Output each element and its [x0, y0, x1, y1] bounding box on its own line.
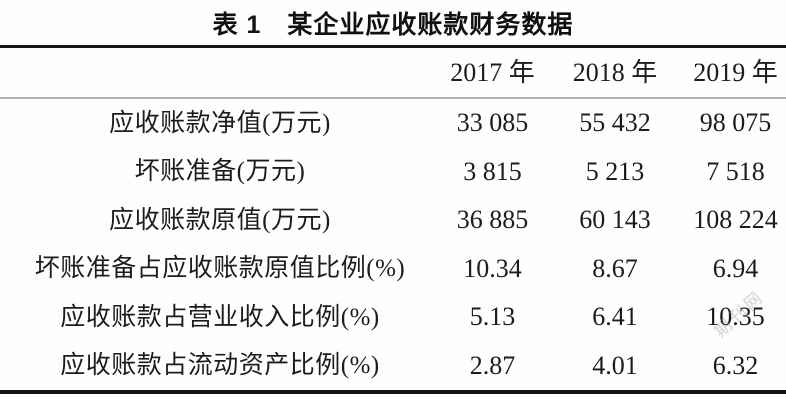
row-label: 应收账款占流动资产比例(%) [60, 352, 380, 380]
table-cell: 36 885 [456, 205, 529, 235]
table-row: 应收账款原值(万元) 36 885 60 143 108 224 [0, 196, 786, 245]
table-cell: 10.34 [463, 253, 522, 283]
table-row: 应收账款占流动资产比例(%) 2.87 4.01 6.32 [0, 342, 786, 391]
table-cell: 60 143 [579, 205, 651, 235]
table-bottom-rule [0, 390, 786, 394]
table-cell: 2.87 [469, 350, 516, 380]
table-header-row: 2017 年 2018 年 2019 年 [0, 48, 786, 97]
row-label: 应收账款原值(万元) [109, 206, 331, 234]
table-row: 应收账款净值(万元) 33 085 55 432 98 075 [0, 99, 786, 148]
table-cell: 5 213 [585, 156, 645, 186]
table-caption: 表 1 某企业应收账款财务数据 [212, 10, 574, 39]
table-top-rule [0, 45, 786, 48]
row-label: 应收账款净值(万元) [109, 109, 331, 137]
table-row: 坏账准备占应收账款原值比例(%) 10.34 8.67 6.94 [0, 245, 786, 294]
table-cell: 6.94 [712, 253, 759, 283]
header-year-2018: 2018 年 [572, 57, 658, 87]
table-cell: 33 085 [456, 108, 529, 138]
table-cell: 3 815 [463, 156, 522, 186]
table-cell: 10.35 [706, 302, 765, 332]
table-cell: 4.01 [592, 350, 638, 380]
header-year-2017: 2017 年 [450, 57, 535, 87]
table-cell: 98 075 [699, 108, 772, 138]
row-label: 坏账准备占应收账款原值比例(%) [34, 255, 406, 283]
row-label: 坏账准备(万元) [134, 158, 306, 186]
table-cell: 8.67 [592, 253, 638, 283]
header-year-2019: 2019 年 [693, 57, 778, 87]
table-row: 应收账款占营业收入比例(%) 5.13 6.41 10.35 [0, 293, 786, 342]
table-header-rule [0, 97, 786, 99]
table-row: 坏账准备(万元) 3 815 5 213 7 518 [0, 148, 786, 197]
table-cell: 5.13 [469, 302, 516, 332]
table-cell: 6.32 [712, 350, 759, 380]
row-label: 应收账款占营业收入比例(%) [60, 303, 380, 331]
table-cell: 108 224 [693, 205, 778, 235]
table-body: 应收账款净值(万元) 33 085 55 432 98 075 坏账准备(万元)… [0, 99, 786, 390]
table-cell: 7 518 [706, 156, 765, 186]
table-cell: 6.41 [592, 302, 638, 332]
table-cell: 55 432 [579, 108, 651, 138]
